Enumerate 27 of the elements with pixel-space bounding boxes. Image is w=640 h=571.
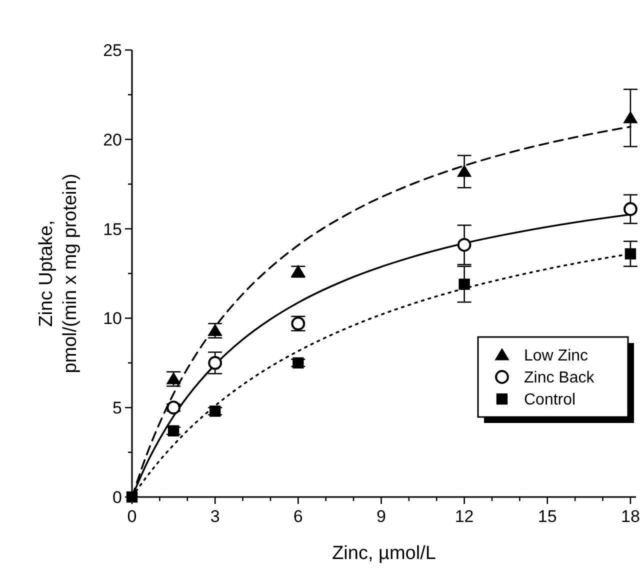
point	[456, 164, 472, 177]
point	[624, 202, 638, 216]
x-tick-label: 18	[621, 507, 640, 526]
x-tick-label: 3	[210, 507, 220, 526]
x-tick-label: 6	[293, 507, 303, 526]
legend-label: Zinc Back	[524, 370, 596, 387]
x-tick-label: 12	[454, 507, 474, 526]
y-axis-title: Zinc Uptake, pmol/(min x mg protein)	[36, 174, 81, 374]
y-tick-label: 10	[103, 309, 122, 328]
point	[166, 400, 180, 415]
legend-label: Low Zinc	[524, 348, 588, 365]
y-tick-label: 20	[103, 130, 122, 150]
point	[208, 356, 222, 370]
x-tick-label: 0	[127, 507, 137, 526]
point	[457, 238, 472, 252]
x-axis-title: Zinc, µmol/L	[332, 543, 436, 564]
x-tick-label: 9	[376, 507, 386, 526]
point	[458, 278, 470, 290]
y-tick-label: 25	[103, 40, 122, 60]
y-tick-label: 5	[112, 398, 122, 418]
point	[623, 110, 638, 124]
y-tick-label: 0	[112, 488, 122, 507]
y-tick-label: 15	[103, 220, 122, 239]
point	[624, 248, 636, 260]
x-tick-label: 15	[538, 507, 557, 526]
legend-label: Control	[524, 392, 576, 409]
point	[208, 324, 222, 336]
